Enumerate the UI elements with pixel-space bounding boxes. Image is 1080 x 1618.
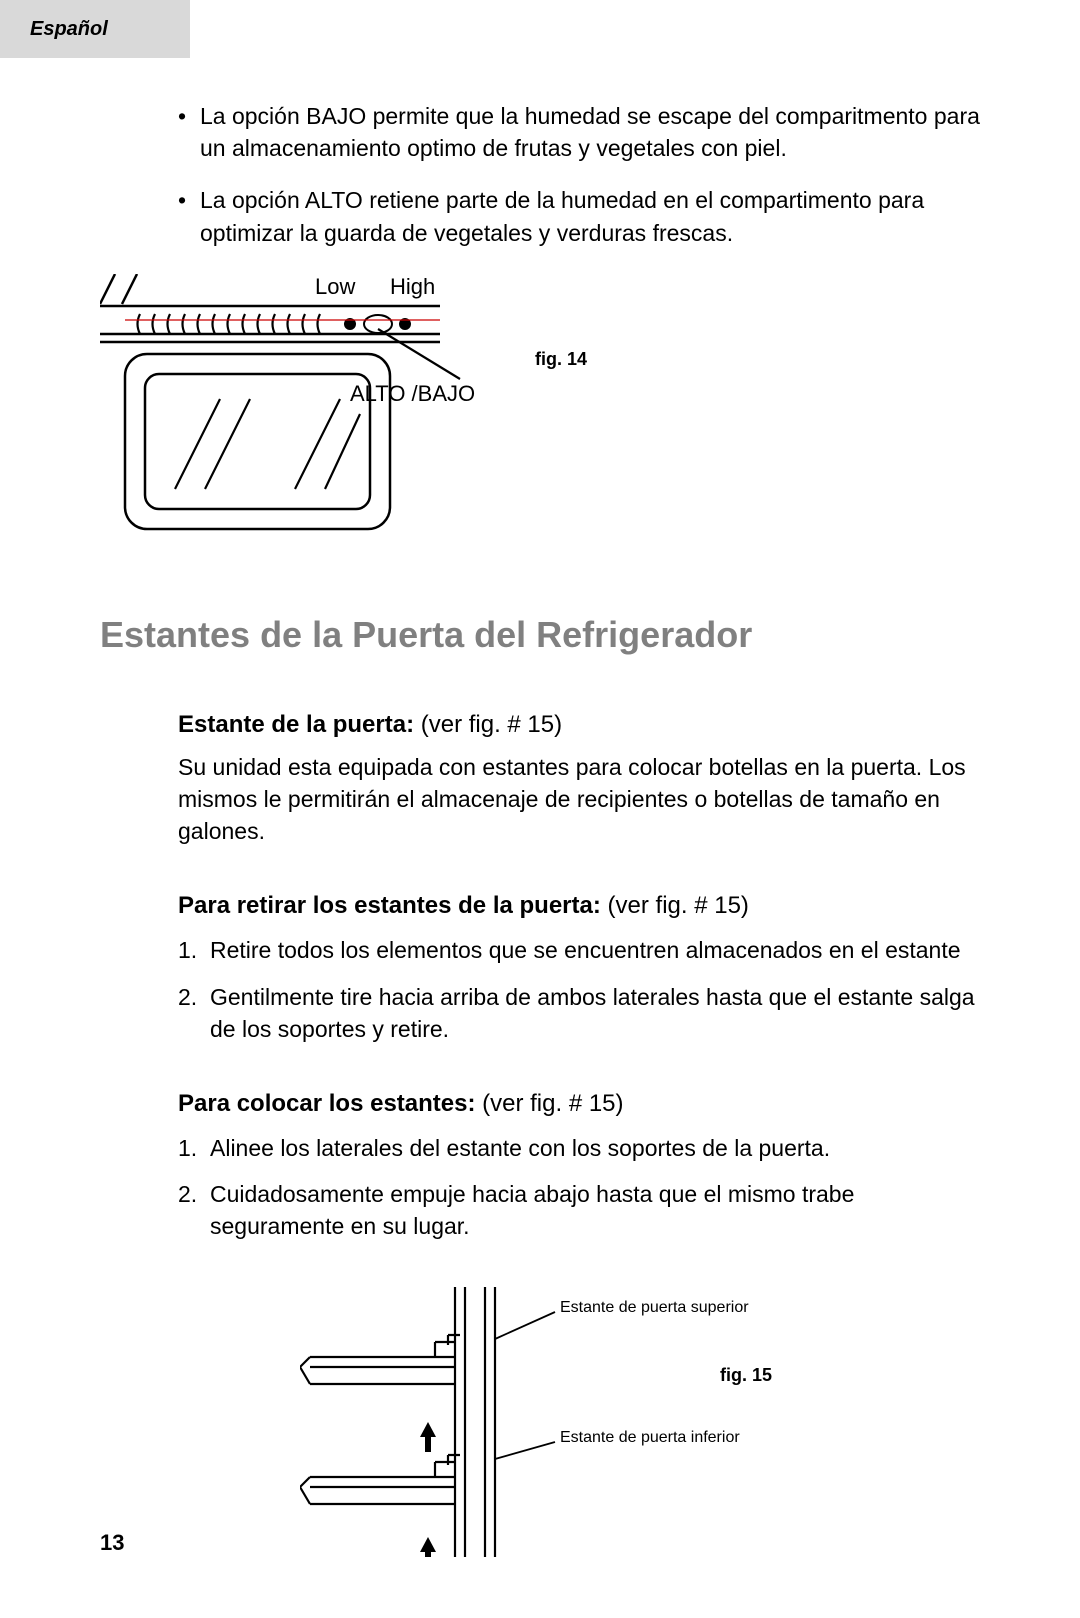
fig15-caption: fig. 15: [720, 1365, 772, 1386]
fig14-caption: fig. 14: [535, 349, 587, 370]
subsection-title: Estante de la puerta:: [178, 711, 414, 738]
list-item: 1.Retire todos los elementos que se encu…: [178, 934, 980, 966]
bullet-list: La opción BAJO permite que la humedad se…: [178, 100, 980, 249]
section-door-shelf: Estante de la puerta: (ver fig. # 15) Su…: [178, 711, 980, 848]
page-number: 13: [100, 1530, 124, 1556]
section-heading: Estantes de la Puerta del Refrigerador: [100, 614, 980, 656]
subsection-ref: (ver fig. # 15): [475, 1090, 623, 1117]
bullet-item: La opción BAJO permite que la humedad se…: [178, 100, 980, 164]
figure-15: Estante de puerta superior Estante de pu…: [300, 1287, 980, 1557]
list-text: Cuidadosamente empuje hacia abajo hasta …: [210, 1181, 854, 1239]
list-text: Alinee los laterales del estante con los…: [210, 1135, 830, 1161]
fig14-altobajo-label: ALTO /BAJO: [350, 381, 475, 407]
fig15-top-label: Estante de puerta superior: [560, 1299, 749, 1317]
section-remove-shelves: Para retirar los estantes de la puerta: …: [178, 892, 980, 1045]
page-content: La opción BAJO permite que la humedad se…: [100, 100, 980, 1557]
subsection-ref: (ver fig. # 15): [601, 892, 749, 919]
figure-15-svg: [300, 1287, 900, 1557]
list-item: 2.Gentilmente tire hacia arriba de ambos…: [178, 981, 980, 1045]
subsection-title: Para retirar los estantes de la puerta:: [178, 892, 601, 919]
list-text: Gentilmente tire hacia arriba de ambos l…: [210, 984, 975, 1042]
subsection-title: Para colocar los estantes:: [178, 1090, 475, 1117]
list-text: Retire todos los elementos que se encuen…: [210, 937, 961, 963]
bullet-item: La opción ALTO retiene parte de la humed…: [178, 184, 980, 248]
paragraph: Su unidad esta equipada con estantes par…: [178, 751, 980, 848]
fig15-bottom-label: Estante de puerta inferior: [560, 1429, 740, 1447]
language-tab: Español: [0, 0, 190, 58]
fig14-low-label: Low: [315, 274, 355, 300]
fig14-high-label: High: [390, 274, 435, 300]
figure-14-svg: [100, 274, 520, 554]
subsection-ref: (ver fig. # 15): [414, 711, 562, 738]
figure-14: Low High ALTO /BAJO fig. 14: [100, 274, 980, 554]
list-item: 1.Alinee los laterales del estante con l…: [178, 1132, 980, 1164]
section-place-shelves: Para colocar los estantes: (ver fig. # 1…: [178, 1090, 980, 1243]
list-item: 2.Cuidadosamente empuje hacia abajo hast…: [178, 1178, 980, 1242]
